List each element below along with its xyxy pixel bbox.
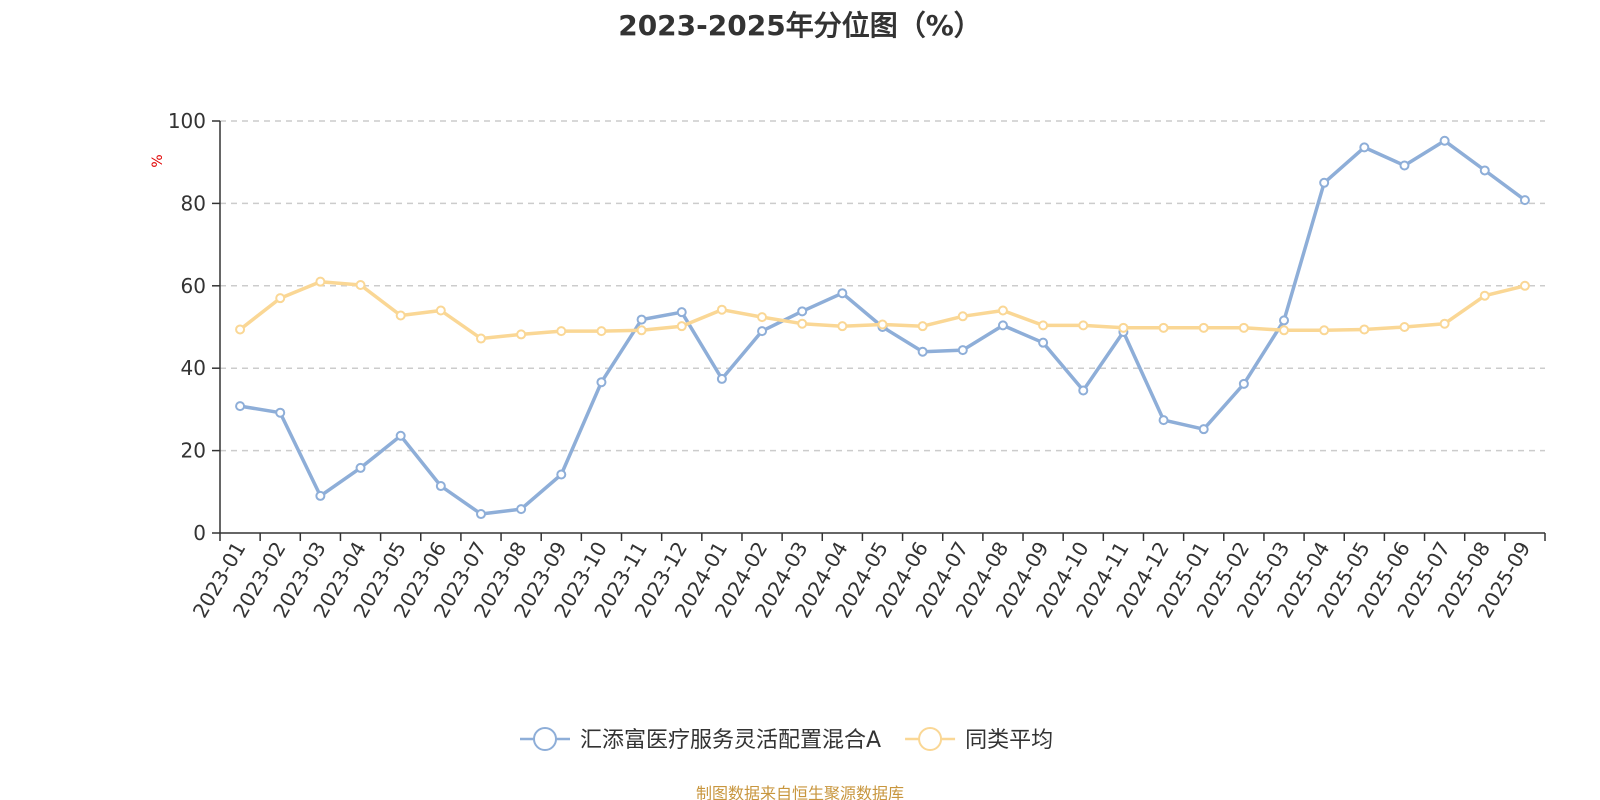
data-point-series-1 — [556, 326, 567, 337]
data-point-series-0 — [1158, 415, 1169, 426]
data-point-series-0 — [837, 288, 848, 299]
data-point-series-0 — [556, 469, 567, 480]
data-point-series-0 — [1399, 160, 1410, 171]
data-point-series-0 — [1038, 337, 1049, 348]
data-point-series-1 — [676, 321, 687, 332]
data-point-series-0 — [1479, 165, 1490, 176]
data-point-series-0 — [1078, 385, 1089, 396]
data-point-series-1 — [797, 318, 808, 329]
data-point-series-1 — [837, 321, 848, 332]
y-tick-label: 20 — [181, 439, 206, 463]
legend-marker-0 — [533, 727, 557, 751]
data-point-series-1 — [1319, 325, 1330, 336]
data-point-series-1 — [275, 293, 286, 304]
data-point-series-1 — [395, 310, 406, 321]
y-axis-label: % — [150, 154, 166, 167]
data-point-series-1 — [1118, 322, 1129, 333]
data-point-series-0 — [957, 345, 968, 356]
data-point-series-1 — [1519, 280, 1530, 291]
data-point-series-1 — [917, 321, 928, 332]
legend-label-0: 汇添富医疗服务灵活配置混合A — [580, 728, 881, 753]
source-note: 制图数据来自恒生聚源数据库 — [695, 784, 904, 800]
data-point-series-1 — [1399, 322, 1410, 332]
legend-label-1: 同类平均 — [965, 728, 1053, 753]
data-point-series-0 — [716, 373, 727, 384]
chart-title: 2023-2025年分位图（%） — [618, 9, 982, 42]
data-point-series-1 — [1198, 322, 1209, 333]
data-point-series-0 — [475, 509, 486, 520]
data-point-series-1 — [235, 324, 246, 335]
data-point-series-1 — [757, 312, 768, 323]
data-point-series-0 — [1439, 135, 1450, 146]
data-point-series-1 — [1038, 320, 1049, 331]
data-point-series-0 — [1519, 195, 1530, 206]
data-point-series-0 — [355, 462, 366, 473]
y-tick-label: 0 — [193, 521, 206, 545]
data-point-series-1 — [1158, 322, 1169, 333]
data-point-series-0 — [516, 504, 527, 515]
data-point-series-1 — [1279, 325, 1290, 336]
data-point-series-1 — [596, 326, 607, 337]
y-tick-label: 80 — [181, 191, 206, 215]
data-point-series-0 — [395, 430, 406, 441]
legend-marker-1 — [918, 727, 943, 751]
data-point-series-0 — [1359, 142, 1370, 153]
data-point-series-1 — [1359, 324, 1370, 335]
data-point-series-0 — [797, 306, 808, 317]
data-point-series-0 — [676, 307, 687, 318]
data-point-series-0 — [1319, 177, 1330, 188]
data-point-series-0 — [917, 346, 928, 357]
data-point-series-1 — [475, 333, 486, 344]
data-point-series-0 — [997, 320, 1008, 331]
y-tick-label: 60 — [181, 274, 206, 298]
data-point-series-0 — [315, 490, 326, 501]
data-point-series-1 — [997, 305, 1008, 316]
data-point-series-1 — [1078, 320, 1089, 331]
data-point-series-0 — [596, 377, 607, 388]
data-point-series-1 — [1479, 290, 1490, 301]
data-point-series-1 — [716, 304, 727, 315]
data-point-series-0 — [757, 326, 768, 337]
data-point-series-1 — [1238, 322, 1249, 333]
data-point-series-0 — [235, 401, 246, 412]
data-point-series-0 — [1279, 315, 1290, 326]
data-point-series-1 — [315, 276, 326, 287]
y-tick-label: 100 — [168, 109, 206, 133]
data-point-series-1 — [957, 311, 968, 322]
data-point-series-1 — [877, 319, 888, 330]
data-point-series-1 — [516, 329, 527, 340]
y-tick-label: 40 — [181, 356, 206, 380]
data-point-series-1 — [1439, 318, 1450, 329]
data-point-series-0 — [435, 481, 446, 492]
data-point-series-0 — [636, 314, 647, 325]
data-point-series-0 — [1238, 378, 1249, 389]
data-point-series-1 — [355, 279, 366, 290]
data-point-series-1 — [636, 325, 647, 336]
data-point-series-1 — [435, 305, 446, 316]
data-point-series-0 — [1198, 424, 1209, 435]
data-point-series-0 — [275, 407, 286, 418]
